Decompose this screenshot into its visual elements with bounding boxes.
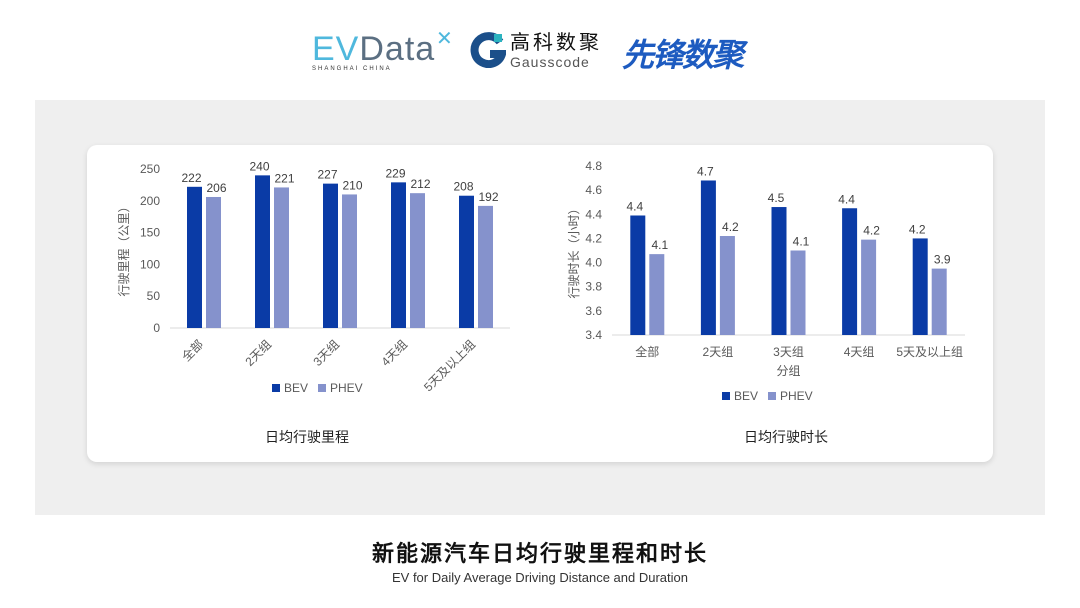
y-tick-label: 4.8 xyxy=(585,159,602,173)
evdata-logo: EVData ✕ xyxy=(312,28,454,68)
data-label: 4.2 xyxy=(722,220,739,234)
bar-bev xyxy=(630,215,646,335)
x-tick-label: 3天组 xyxy=(311,337,343,369)
x-tick-label: 5天及以上组 xyxy=(896,345,963,359)
x-axis-label: 分组 xyxy=(776,364,800,378)
gausscode-logo-icon xyxy=(470,32,506,68)
data-label: 229 xyxy=(385,166,405,180)
bar-phev xyxy=(342,194,357,328)
y-tick-label: 50 xyxy=(147,289,161,303)
y-tick-label: 4.6 xyxy=(585,183,602,197)
data-label: 221 xyxy=(274,171,294,185)
chart-title: 日均行驶时长 xyxy=(744,429,828,445)
bar-phev xyxy=(274,187,289,328)
y-tick-label: 4.2 xyxy=(585,231,602,245)
legend-swatch-phev xyxy=(318,384,326,392)
y-tick-label: 3.6 xyxy=(585,304,602,318)
y-tick-label: 250 xyxy=(140,162,160,176)
data-label: 4.2 xyxy=(909,222,926,236)
data-label: 4.1 xyxy=(793,235,810,249)
evdata-logo-sub: SHANGHAI CHINA xyxy=(312,66,392,72)
bar-bev xyxy=(187,186,202,328)
data-label: 4.1 xyxy=(651,238,668,252)
bar-phev xyxy=(649,254,665,335)
legend-label-phev: PHEV xyxy=(780,389,813,403)
data-label: 208 xyxy=(453,180,473,194)
y-tick-label: 4.0 xyxy=(585,256,602,270)
x-tick-label: 2天组 xyxy=(703,345,734,359)
logo-bar: EVData ✕ SHANGHAI CHINA 高科数聚 Gausscode 先锋… xyxy=(0,24,1080,74)
x-tick-label: 全部 xyxy=(179,337,207,365)
bar-phev xyxy=(719,236,735,335)
bar-bev xyxy=(391,182,406,328)
page-title: 新能源汽车日均行驶里程和时长 xyxy=(371,541,708,566)
bar-bev xyxy=(255,175,270,328)
bar-phev xyxy=(861,239,877,335)
bar-bev xyxy=(842,208,858,335)
y-tick-label: 150 xyxy=(140,226,160,240)
data-label: 240 xyxy=(249,159,269,173)
x-tick-label: 4天组 xyxy=(379,337,411,369)
gausscode-logo-cn: 高科数聚 xyxy=(510,32,602,54)
x-tick-label: 5天及以上组 xyxy=(421,337,478,394)
legend-label-bev: BEV xyxy=(734,389,758,403)
data-label: 3.9 xyxy=(934,253,951,267)
bar-bev xyxy=(912,238,928,335)
y-tick-label: 200 xyxy=(140,194,160,208)
data-label: 4.4 xyxy=(626,199,643,213)
legend-label-bev: BEV xyxy=(284,381,308,395)
data-label: 212 xyxy=(410,177,430,191)
xianfeng-logo: 先锋数聚 xyxy=(622,37,744,73)
chart-card xyxy=(87,145,993,462)
bar-bev xyxy=(700,180,716,335)
data-label: 192 xyxy=(478,190,498,204)
y-tick-label: 100 xyxy=(140,257,160,271)
y-axis-label: 行驶时长（小时） xyxy=(566,202,581,298)
bar-bev xyxy=(323,183,338,328)
bar-phev xyxy=(478,205,493,328)
data-label: 4.7 xyxy=(697,164,714,178)
bar-phev xyxy=(206,196,221,328)
x-tick-label: 2天组 xyxy=(243,337,275,369)
data-label: 206 xyxy=(206,181,226,195)
y-tick-label: 3.8 xyxy=(585,280,602,294)
gausscode-logo-en: Gausscode xyxy=(510,54,590,70)
bar-bev xyxy=(771,207,787,335)
legend-swatch-phev xyxy=(768,392,776,400)
data-label: 222 xyxy=(181,171,201,185)
page-subtitle: EV for Daily Average Driving Distance an… xyxy=(391,570,689,585)
bar-phev xyxy=(410,193,425,328)
y-tick-label: 0 xyxy=(153,321,160,335)
data-label: 4.4 xyxy=(838,192,855,206)
data-label: 210 xyxy=(342,178,362,192)
data-label: 4.2 xyxy=(863,224,880,238)
x-tick-label: 全部 xyxy=(635,344,659,359)
x-tick-label: 3天组 xyxy=(773,345,804,359)
bar-bev xyxy=(459,195,474,328)
chart-title: 日均行驶里程 xyxy=(265,429,349,445)
legend-swatch-bev xyxy=(272,384,280,392)
x-tick-label: 4天组 xyxy=(844,345,875,359)
y-tick-label: 3.4 xyxy=(585,328,602,342)
legend-label-phev: PHEV xyxy=(330,381,363,395)
data-label: 227 xyxy=(317,168,337,182)
y-axis-label: 行驶里程（公里） xyxy=(116,200,131,296)
data-label: 4.5 xyxy=(768,191,785,205)
bar-phev xyxy=(931,268,947,335)
bar-phev xyxy=(790,250,806,335)
y-tick-label: 4.4 xyxy=(585,207,602,221)
legend-swatch-bev xyxy=(722,392,730,400)
